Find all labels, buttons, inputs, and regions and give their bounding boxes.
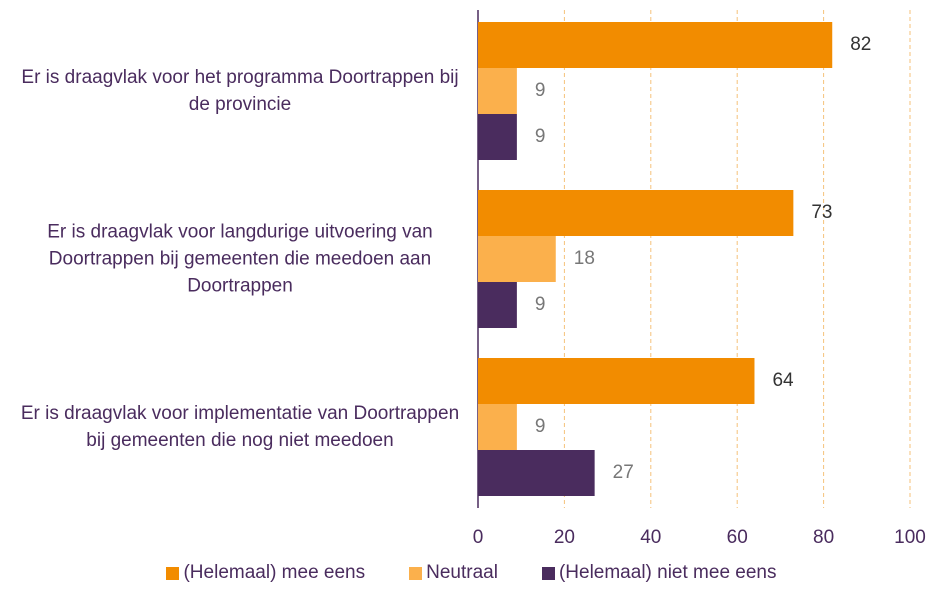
legend-swatch [409, 566, 423, 580]
bar [478, 450, 595, 496]
bar [478, 404, 517, 450]
bar [478, 22, 833, 68]
category-label: Er is draagvlak voor het programma Doort… [21, 67, 459, 115]
bar [478, 282, 517, 328]
x-tick-label: 0 [473, 527, 484, 548]
value-label: 27 [613, 462, 634, 483]
category-label: Er is draagvlak voor langdurige uitvoeri… [47, 221, 433, 297]
x-tick-label: 20 [554, 527, 575, 548]
value-label: 9 [535, 294, 546, 315]
legend-label: (Helemaal) mee eens [183, 562, 366, 583]
value-label: 64 [772, 370, 794, 391]
value-label: 9 [535, 126, 546, 147]
bar [478, 114, 517, 160]
x-tick-label: 100 [894, 527, 926, 548]
legend-label: (Helemaal) niet mee eens [558, 562, 777, 583]
bar [478, 358, 755, 404]
x-tick-label: 40 [640, 527, 661, 548]
x-tick-label: 60 [727, 527, 748, 548]
legend-item: (Helemaal) mee eens [166, 562, 365, 584]
value-label: 9 [535, 416, 546, 437]
legend-swatch [166, 566, 180, 580]
legend-item: (Helemaal) niet mee eens [541, 562, 777, 584]
legend-label: Neutraal [426, 562, 498, 583]
x-tick-label: 80 [813, 527, 834, 548]
value-label: 9 [535, 80, 546, 101]
legend-swatch [541, 566, 555, 580]
bar [478, 236, 556, 282]
bar [478, 68, 517, 114]
category-label: Er is draagvlak voor implementatie van D… [20, 403, 460, 451]
value-label: 18 [574, 248, 595, 269]
legend-item: Neutraal [409, 562, 498, 584]
bar [478, 190, 794, 236]
value-label: 73 [811, 202, 832, 223]
value-label: 82 [850, 34, 871, 55]
legend: (Helemaal) mee eens Neutraal (Helemaal) ni… [0, 562, 943, 584]
